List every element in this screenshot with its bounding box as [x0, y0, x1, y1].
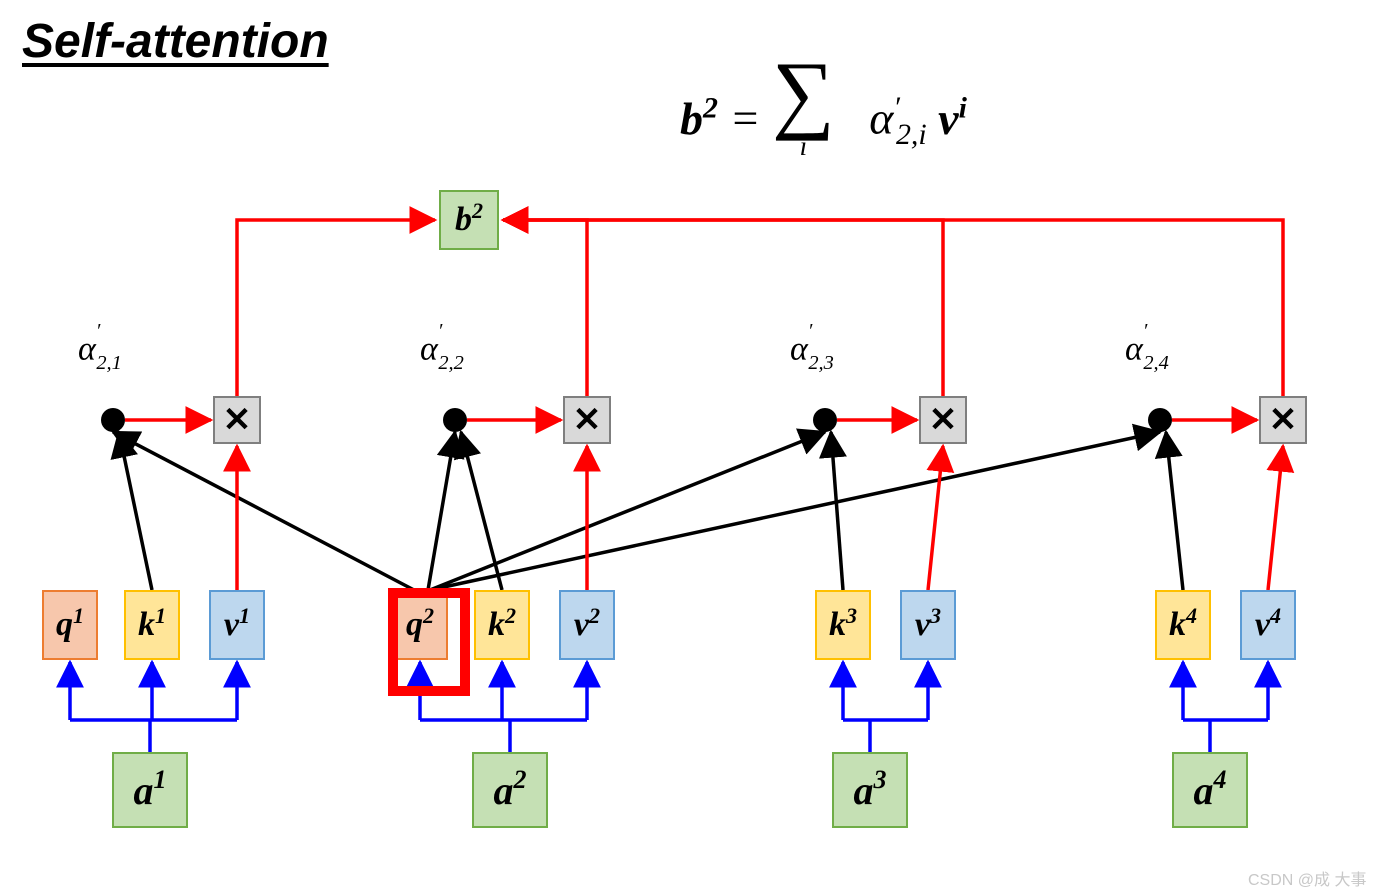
a1-input: a1 [112, 752, 188, 828]
formula-alpha-base: α [869, 93, 893, 144]
v3-node: v3 [900, 590, 956, 660]
v4-node: v4 [1240, 590, 1296, 660]
formula-b-sup: 2 [703, 91, 718, 124]
formula-v-sup: i [959, 91, 967, 124]
a2-input: a2 [472, 752, 548, 828]
formula-alpha-sub: 2,i [896, 118, 927, 151]
k1-node: k1 [124, 590, 180, 660]
formula-v-base: v [938, 93, 958, 144]
alpha3-label: α′2,3 [790, 330, 834, 373]
mult3-op: ✕ [919, 396, 967, 444]
formula-eq: = [729, 93, 772, 144]
alpha2-label: α′2,2 [420, 330, 464, 373]
v2-node: v2 [559, 590, 615, 660]
alpha4-label: α′2,4 [1125, 330, 1169, 373]
b-output: b2 [439, 190, 499, 250]
a4-input: a4 [1172, 752, 1248, 828]
q2-highlight [388, 588, 470, 696]
mult4-op: ✕ [1259, 396, 1307, 444]
mult1-op: ✕ [213, 396, 261, 444]
k4-node: k4 [1155, 590, 1211, 660]
sigma-icon: ∑ [772, 45, 835, 142]
formula: b2 = ∑ i α′2,i vi [680, 70, 967, 176]
mult2-op: ✕ [563, 396, 611, 444]
formula-sigma-sub: i [800, 130, 808, 161]
k2-node: k2 [474, 590, 530, 660]
q1-node: q1 [42, 590, 98, 660]
alpha1-label: α′2,1 [78, 330, 122, 373]
k3-node: k3 [815, 590, 871, 660]
diagram-title: Self-attention [22, 14, 329, 69]
diagram-stage: Self-attention b2 = ∑ i α′2,i vi b2 a1 q1 [0, 0, 1382, 887]
v1-node: v1 [209, 590, 265, 660]
a3-input: a3 [832, 752, 908, 828]
watermark: CSDN @成 大事 [1248, 866, 1366, 890]
formula-b-base: b [680, 93, 703, 144]
